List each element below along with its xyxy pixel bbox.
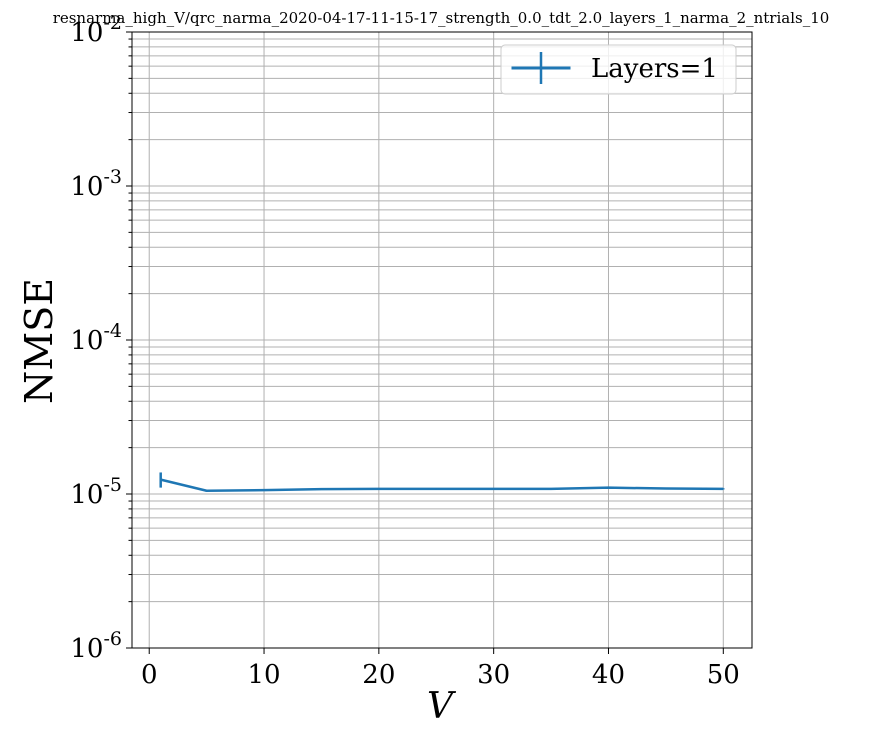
x-axis-label: V [427,686,457,727]
y-tick-label: 10-4 [70,320,122,356]
y-tick-label: 10-3 [70,166,122,202]
x-tick-label: 10 [247,660,280,690]
legend-label: Layers=1 [591,54,718,84]
x-tick-label: 50 [707,660,740,690]
legend-box [500,44,737,95]
y-tick-label-base: 10 [70,326,103,356]
y-tick-label: 10-5 [70,474,122,510]
y-tick-label-exponent: -4 [103,320,122,342]
y-tick-label-base: 10 [70,172,103,202]
series-layer [159,472,725,492]
x-tick-label: 40 [592,660,625,690]
y-tick-label-base: 10 [70,480,103,510]
y-tick-label: 10-6 [70,628,122,664]
y-tick-label-exponent: -3 [103,166,122,188]
x-tick-label: 20 [362,660,395,690]
y-tick-label-base: 10 [70,18,103,48]
legend: Layers=1 [500,44,737,95]
y-tick-label-exponent: -5 [103,474,122,496]
y-tick-label-exponent: -6 [103,628,122,650]
y-tick-label-base: 10 [70,634,103,664]
chart-title: resnarma_high_V/qrc_narma_2020-04-17-11-… [53,9,830,27]
y-axis-label: NMSE [17,278,61,404]
y-tick-label-exponent: -2 [103,12,122,34]
x-tick-label: 0 [141,660,158,690]
x-tick-label: 30 [477,660,510,690]
grid [132,32,752,649]
y-tick-label: 10-2 [70,12,122,48]
